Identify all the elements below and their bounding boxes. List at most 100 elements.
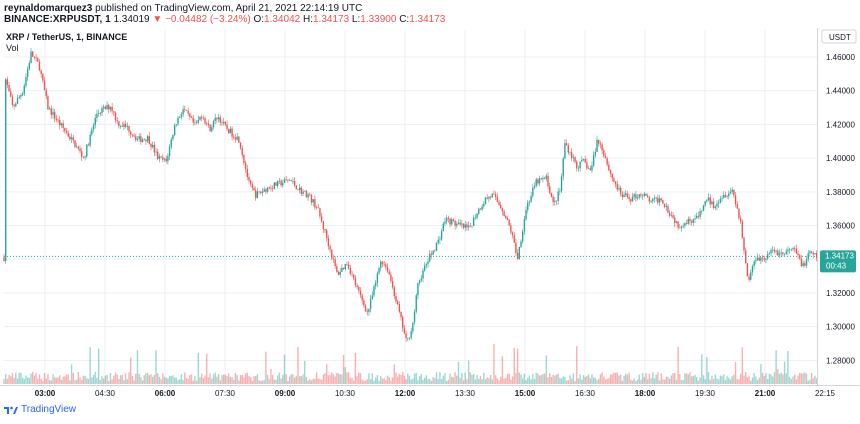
- volume-bar: [579, 374, 581, 384]
- candle-body: [25, 77, 27, 86]
- candle-body: [760, 257, 762, 261]
- volume-bar: [278, 372, 281, 384]
- volume-bar: [609, 374, 612, 384]
- volume-bar: [150, 374, 152, 384]
- volume-bar: [40, 378, 42, 384]
- volume-bar: [265, 351, 267, 384]
- candle-body: [168, 146, 171, 157]
- candle-body: [734, 195, 737, 205]
- volume-bar: [466, 379, 468, 384]
- volume-bar: [724, 379, 727, 384]
- volume-bar: [589, 378, 591, 384]
- candle-body: [11, 96, 14, 105]
- candle-body: [538, 178, 541, 184]
- legend-title[interactable]: XRP / TetherUS, 1, BINANCE: [6, 32, 128, 42]
- volume-bar: [479, 375, 482, 384]
- author-name[interactable]: reynaldomarquez3: [4, 3, 93, 14]
- candle-body: [614, 181, 617, 185]
- volume-bar: [342, 354, 345, 384]
- volume-bar: [300, 376, 303, 384]
- volume-bar: [400, 375, 402, 384]
- time-tick-label: 13:30: [455, 389, 476, 398]
- candle-body: [447, 217, 450, 219]
- volume-bar: [592, 377, 595, 384]
- volume-bar: [305, 376, 308, 384]
- candle-body: [745, 250, 747, 264]
- volume-bar: [371, 373, 374, 384]
- candle-body: [587, 168, 590, 170]
- candle-body: [189, 113, 191, 117]
- candle-body: [48, 108, 51, 110]
- time-tick-label: 19:30: [695, 389, 716, 398]
- candle-body: [702, 205, 705, 211]
- candle-body: [716, 203, 718, 207]
- candle-body: [753, 261, 755, 267]
- candle-body: [278, 180, 281, 182]
- candle-body: [378, 268, 380, 274]
- volume-bar: [358, 372, 360, 384]
- candle-body: [290, 180, 292, 182]
- candle-body: [763, 258, 765, 260]
- candle-body: [525, 210, 527, 220]
- volume-bar: [162, 373, 164, 384]
- close-label: C:: [399, 14, 410, 25]
- tradingview-footer[interactable]: TradingView: [4, 404, 76, 415]
- volume-bar: [640, 379, 642, 384]
- volume-bar: [633, 378, 635, 384]
- candle-body: [356, 285, 358, 287]
- volume-bar: [290, 374, 292, 384]
- candle-body: [621, 193, 624, 198]
- volume-bar: [763, 376, 765, 384]
- volume-bar: [790, 379, 793, 384]
- candle-body: [778, 253, 781, 256]
- candle-body: [687, 218, 689, 224]
- volume-bar: [246, 372, 248, 384]
- candle-body: [476, 213, 478, 218]
- volume-bar: [59, 375, 61, 384]
- low-label: L:: [351, 14, 361, 25]
- volume-bar: [635, 380, 637, 384]
- volume-bar: [165, 377, 167, 384]
- volume-bar: [229, 376, 232, 384]
- volume-bar: [472, 373, 475, 384]
- volume-bar: [314, 378, 316, 384]
- volume-bar: [501, 356, 504, 384]
- candle-body: [167, 156, 169, 162]
- candle-body: [650, 201, 652, 202]
- candle-body: [660, 198, 662, 201]
- volume-bar: [515, 372, 517, 384]
- volume-bar: [222, 374, 225, 384]
- candle-body: [118, 121, 120, 127]
- candle-body: [412, 322, 414, 332]
- time-axis[interactable]: 03:00 04:30 06:00 07:30 09:00 10:30 12:00 13:30…: [35, 389, 836, 398]
- candle-body: [74, 140, 76, 148]
- volume-bar: [4, 374, 7, 384]
- volume-bar: [81, 379, 83, 384]
- price-axis[interactable]: 1.46000 1.44000 1.42000 1.40000 1.38000 1.360…: [826, 53, 855, 365]
- volume-bar: [560, 378, 563, 384]
- volume-bar: [131, 375, 134, 384]
- volume-bar: [792, 376, 794, 384]
- legend-volume[interactable]: Vol: [6, 43, 19, 53]
- candle-body: [60, 123, 63, 126]
- chart-area[interactable]: 1.46000 1.44000 1.42000 1.40000 1.38000 1.360…: [0, 28, 860, 398]
- candle-body: [408, 337, 411, 339]
- candle-body: [358, 286, 360, 291]
- volume-bar: [381, 378, 384, 384]
- volume-bar: [802, 373, 804, 384]
- currency-label[interactable]: USDT: [821, 29, 857, 44]
- candle-body: [233, 136, 235, 138]
- volume-bar: [611, 374, 613, 384]
- price-chart[interactable]: 1.46000 1.44000 1.42000 1.40000 1.38000 1.360…: [0, 28, 860, 404]
- candle-body: [479, 208, 482, 210]
- volume-bar: [810, 372, 813, 384]
- candle-body: [633, 194, 635, 197]
- volume-bar: [545, 355, 548, 384]
- volume-bar: [516, 348, 519, 384]
- volume-bar: [452, 377, 455, 384]
- candle-body: [302, 191, 304, 194]
- price-tick-label: 1.38000: [826, 188, 855, 197]
- candle-body: [486, 197, 488, 199]
- volume-bar: [47, 374, 49, 384]
- volume-bar: [295, 375, 297, 384]
